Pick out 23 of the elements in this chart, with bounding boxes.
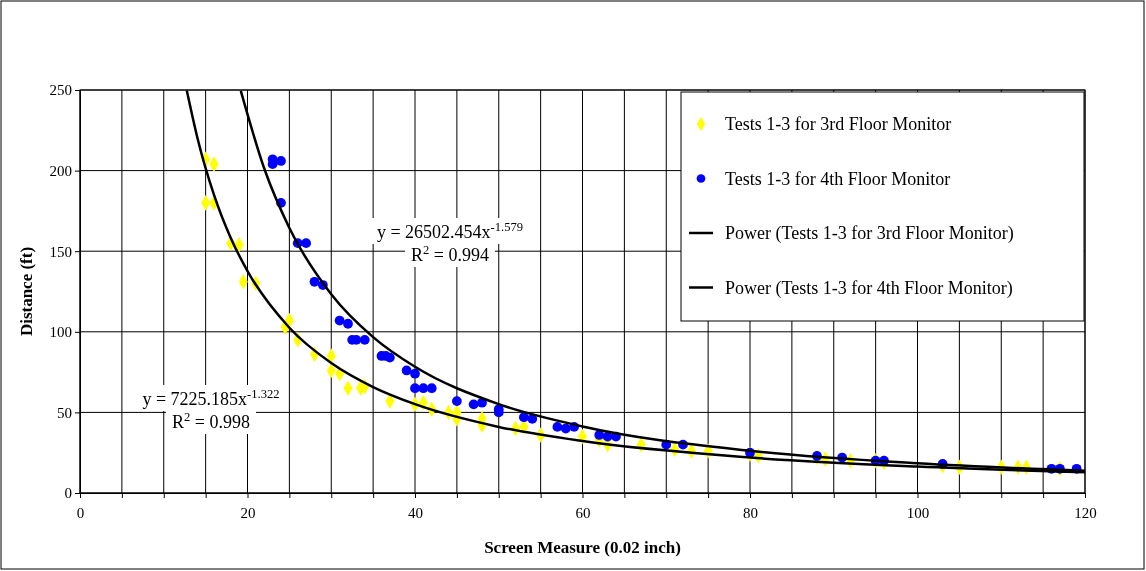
x-tick-label: 120 bbox=[1074, 504, 1097, 521]
legend-label: Tests 1-3 for 4th Floor Monitor bbox=[725, 168, 951, 189]
annotation: R$^{2}$ = 0.994 bbox=[411, 243, 489, 265]
annotation: y = 7225.185x$^{-1.322}$ bbox=[142, 387, 280, 409]
y-tick-label: 50 bbox=[57, 404, 72, 421]
y-tick-label: 100 bbox=[49, 324, 72, 341]
legend-label: Power (Tests 1-3 for 3rd Floor Monitor) bbox=[725, 223, 1014, 244]
legend-label: Power (Tests 1-3 for 4th Floor Monitor) bbox=[725, 277, 1013, 299]
legend-label: Tests 1-3 for 3rd Floor Monitor bbox=[725, 114, 952, 134]
y-tick-label: 0 bbox=[64, 485, 72, 502]
y-tick-label: 250 bbox=[49, 82, 72, 99]
x-axis-title: Screen Measure (0.02 inch) bbox=[484, 538, 681, 557]
annotation: R$^{2}$ = 0.998 bbox=[172, 410, 250, 432]
x-tick-label: 20 bbox=[240, 504, 256, 521]
x-tick-label: 0 bbox=[76, 504, 85, 521]
x-tick-label: 100 bbox=[906, 504, 930, 521]
x-tick-label: 40 bbox=[408, 504, 423, 521]
x-tick-label: 80 bbox=[743, 504, 758, 521]
annotation: y = 26502.454x$^{-1.579}$ bbox=[376, 220, 524, 242]
x-tick-label: 60 bbox=[575, 504, 591, 521]
y-tick-label: 200 bbox=[49, 162, 72, 179]
y-tick-label: 150 bbox=[49, 243, 72, 260]
y-axis-title: Distance (ft) bbox=[17, 246, 36, 337]
